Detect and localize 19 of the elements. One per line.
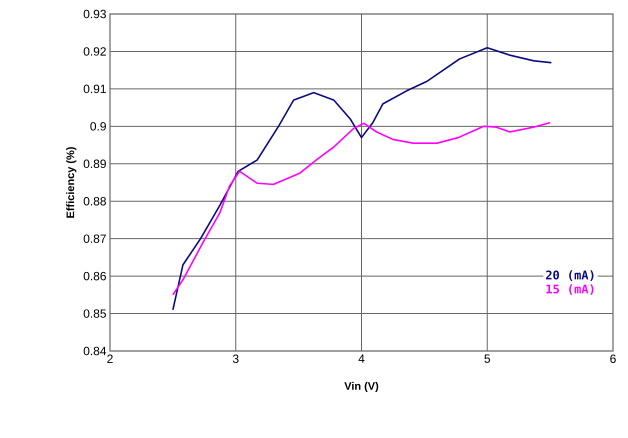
text: 20 (mA) bbox=[546, 270, 594, 281]
y-tick-label: 0.85 bbox=[84, 309, 106, 318]
x-tick-label: 3 bbox=[232, 354, 239, 363]
y-tick-label: 0.9 bbox=[90, 122, 106, 131]
x-axis-title: Vin (V) bbox=[344, 382, 378, 392]
y-axis-title: Efficiency (%) bbox=[66, 147, 76, 218]
y-tick-label: 0.92 bbox=[84, 47, 106, 56]
y-tick-label: 0.84 bbox=[84, 346, 106, 356]
y-tick-label: 0.88 bbox=[84, 196, 106, 206]
text: 15 (mA) bbox=[546, 284, 594, 295]
x-tick-label: 6 bbox=[610, 354, 616, 363]
y-tick-label: 0.87 bbox=[84, 234, 106, 243]
y-tick-label: 0.93 bbox=[84, 10, 106, 18]
y-tick-label: 0.89 bbox=[84, 160, 106, 168]
y-tick-label: 0.86 bbox=[84, 272, 106, 280]
y-tick-label: 0.91 bbox=[84, 84, 106, 94]
x-tick-label: 4 bbox=[358, 354, 364, 363]
x-tick-label: 5 bbox=[484, 354, 490, 363]
x-tick-label: 2 bbox=[107, 354, 113, 363]
